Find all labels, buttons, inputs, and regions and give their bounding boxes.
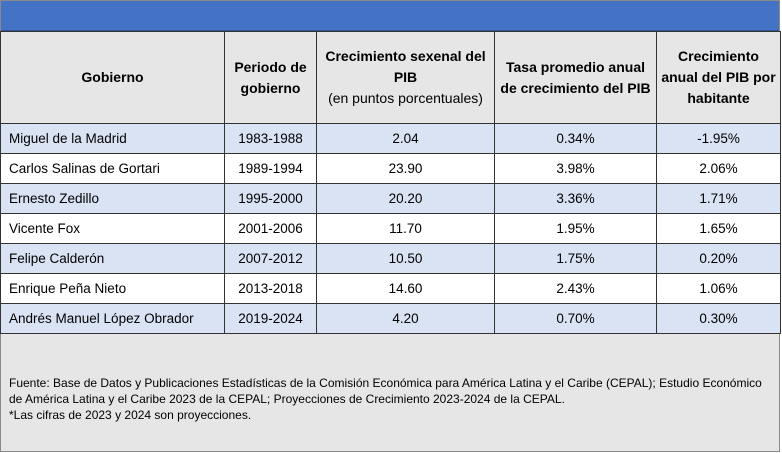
cell-habitante: 1.06% xyxy=(656,273,781,304)
table-row: Carlos Salinas de Gortari 1989-1994 23.9… xyxy=(0,153,781,184)
col-header-habitante: Crecimiento anual del PIB por habitante xyxy=(656,31,781,124)
cell-sexenal: 4.20 xyxy=(316,303,495,334)
cell-habitante: 1.65% xyxy=(656,213,781,244)
projection-note: *Las cifras de 2023 y 2024 son proyeccio… xyxy=(9,408,252,422)
cell-sexenal: 20.20 xyxy=(316,183,495,214)
cell-periodo: 1983-1988 xyxy=(224,123,317,154)
cell-gobierno: Enrique Peña Nieto xyxy=(0,273,225,304)
table-row: Felipe Calderón 2007-2012 10.50 1.75% 0.… xyxy=(0,243,781,274)
cell-tasa: 2.43% xyxy=(494,273,657,304)
cell-habitante: 0.20% xyxy=(656,243,781,274)
cell-habitante: -1.95% xyxy=(656,123,781,154)
table-footnote: Fuente: Base de Datos y Publicaciones Es… xyxy=(1,341,779,451)
table-row: Andrés Manuel López Obrador 2019-2024 4.… xyxy=(0,303,781,334)
col-header-gobierno: Gobierno xyxy=(0,31,225,124)
table-row: Miguel de la Madrid 1983-1988 2.04 0.34%… xyxy=(0,123,781,154)
cell-gobierno: Carlos Salinas de Gortari xyxy=(0,153,225,184)
cell-gobierno: Vicente Fox xyxy=(0,213,225,244)
cell-tasa: 1.75% xyxy=(494,243,657,274)
col-header-sexenal-title: Crecimiento sexenal del PIB xyxy=(325,48,486,85)
cell-tasa: 3.36% xyxy=(494,183,657,214)
cell-periodo: 2013-2018 xyxy=(224,273,317,304)
cell-periodo: 2019-2024 xyxy=(224,303,317,334)
cell-periodo: 2007-2012 xyxy=(224,243,317,274)
col-header-periodo: Periodo de gobierno xyxy=(224,31,317,124)
cell-gobierno: Miguel de la Madrid xyxy=(0,123,225,154)
cell-habitante: 0.30% xyxy=(656,303,781,334)
table-row: Vicente Fox 2001-2006 11.70 1.95% 1.65% xyxy=(0,213,781,244)
header-bar xyxy=(1,1,779,31)
col-header-tasa: Tasa promedio anual de crecimiento del P… xyxy=(494,31,657,124)
cell-sexenal: 2.04 xyxy=(316,123,495,154)
cell-gobierno: Ernesto Zedillo xyxy=(0,183,225,214)
table-header-row: Gobierno Periodo de gobierno Crecimiento… xyxy=(0,31,781,124)
cell-gobierno: Andrés Manuel López Obrador xyxy=(0,303,225,334)
cell-tasa: 1.95% xyxy=(494,213,657,244)
cell-gobierno: Felipe Calderón xyxy=(0,243,225,274)
cell-tasa: 0.70% xyxy=(494,303,657,334)
table-row: Enrique Peña Nieto 2013-2018 14.60 2.43%… xyxy=(0,273,781,304)
cell-tasa: 3.98% xyxy=(494,153,657,184)
cell-habitante: 2.06% xyxy=(656,153,781,184)
cell-habitante: 1.71% xyxy=(656,183,781,214)
col-header-sexenal-sub: (en puntos porcentuales) xyxy=(328,90,483,106)
cell-periodo: 1989-1994 xyxy=(224,153,317,184)
cell-sexenal: 10.50 xyxy=(316,243,495,274)
cell-sexenal: 14.60 xyxy=(316,273,495,304)
col-header-sexenal: Crecimiento sexenal del PIB (en puntos p… xyxy=(316,31,495,124)
cell-periodo: 1995-2000 xyxy=(224,183,317,214)
source-note: Fuente: Base de Datos y Publicaciones Es… xyxy=(9,376,762,406)
cell-tasa: 0.34% xyxy=(494,123,657,154)
cell-periodo: 2001-2006 xyxy=(224,213,317,244)
gdp-table: Gobierno Periodo de gobierno Crecimiento… xyxy=(0,31,781,334)
cell-sexenal: 23.90 xyxy=(316,153,495,184)
table-row: Ernesto Zedillo 1995-2000 20.20 3.36% 1.… xyxy=(0,183,781,214)
cell-sexenal: 11.70 xyxy=(316,213,495,244)
